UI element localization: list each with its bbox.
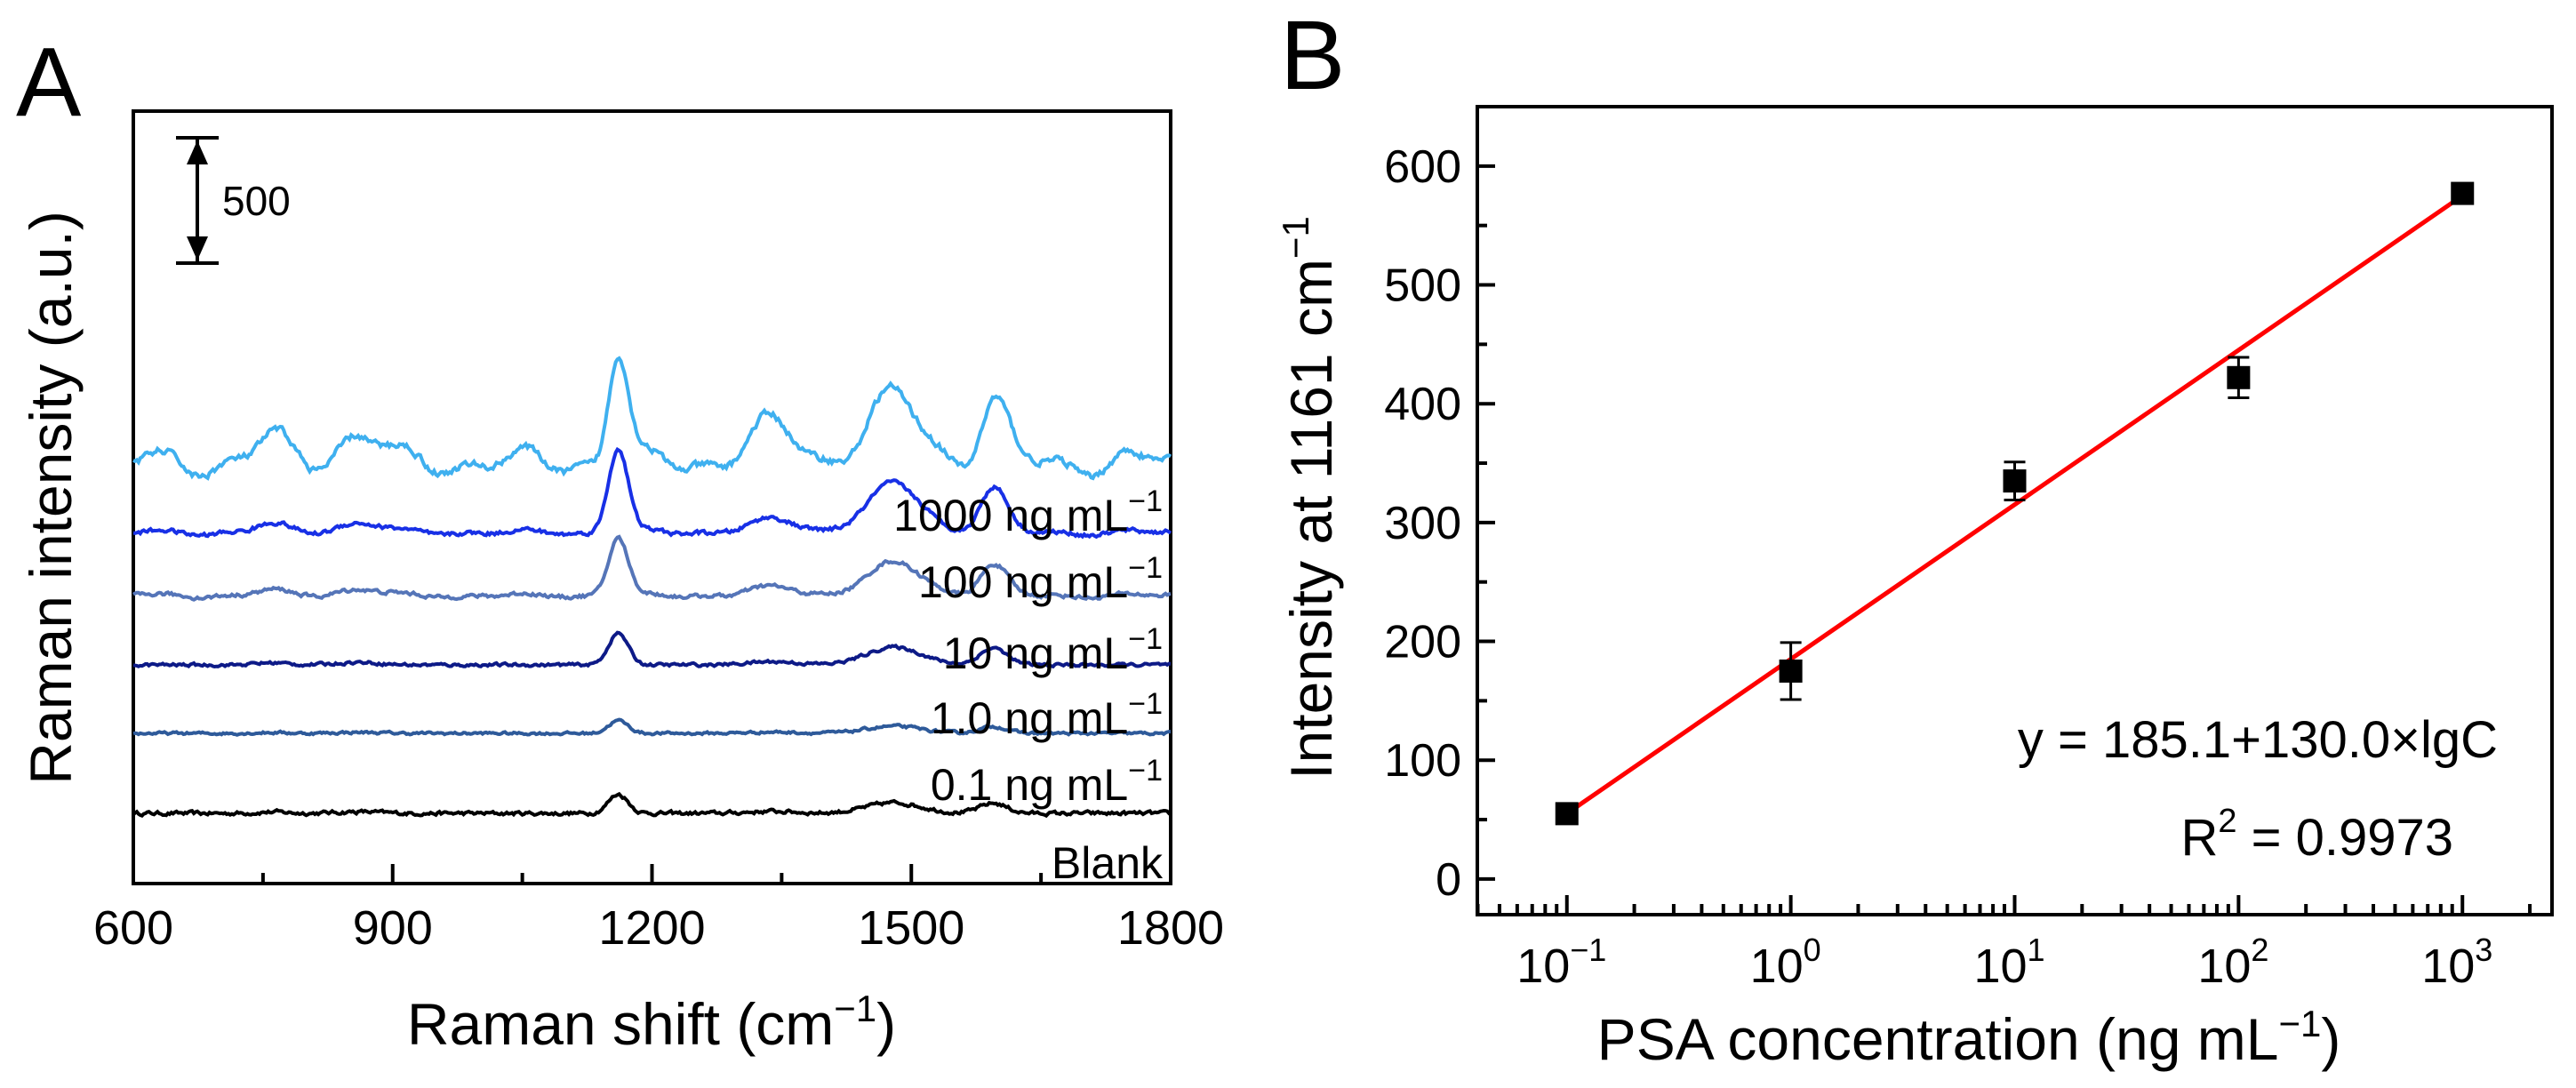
series-label-5: 1000 ng mL−1 xyxy=(893,484,1163,540)
panel-a-x-axis-label: Raman shift (cm−1) xyxy=(407,988,896,1057)
panel-a-x-ticks: 600 900 1200 1500 1800 xyxy=(93,864,1224,955)
b-xtick-label: 103 xyxy=(2421,932,2492,993)
b-ytick-label: 0 xyxy=(1436,854,1461,906)
data-point-1 xyxy=(1779,659,1803,683)
a-xtick-label: 1500 xyxy=(858,901,964,955)
b-ytick-label: 400 xyxy=(1384,379,1461,430)
b-ytick-label: 100 xyxy=(1384,735,1461,787)
series-label-2: 1.0 ng mL−1 xyxy=(931,687,1163,743)
panel-a-traces xyxy=(132,356,1172,819)
panel-label-a: A xyxy=(16,28,82,137)
panel-b-y-axis-label: Intensity at 1161 cm−1 xyxy=(1275,216,1344,780)
data-point-0 xyxy=(1555,802,1579,826)
series-label-1: 0.1 ng mL−1 xyxy=(931,754,1163,810)
b-xtick-label: 101 xyxy=(1973,932,2044,993)
spectrum-line-0 xyxy=(132,791,1172,819)
panel-b-x-axis-label: PSA concentration (ng mL−1) xyxy=(1597,1003,2341,1072)
a-xtick-label: 900 xyxy=(353,901,433,955)
a-xtick-label: 1200 xyxy=(598,901,705,955)
panel-label-b: B xyxy=(1280,1,1345,110)
spectrum-line-3 xyxy=(132,534,1172,602)
scale-bar-label: 500 xyxy=(222,178,291,224)
panel-b-fit xyxy=(1565,194,2464,816)
a-xtick-label: 600 xyxy=(93,901,173,955)
b-ytick-label: 300 xyxy=(1384,498,1461,549)
spectrum-line-2 xyxy=(132,630,1172,669)
fit-equation: y = 185.1+130.0×lgC xyxy=(2018,711,2498,769)
panel-b-frame xyxy=(1476,105,2554,916)
panel-a-y-axis-label: Raman intensity (a.u.) xyxy=(18,211,84,785)
panel-b-y-ticks: 0 100 200 300 400 500 600 xyxy=(1384,141,1495,906)
series-label-3: 10 ng mL−1 xyxy=(943,622,1163,678)
data-point-4 xyxy=(2451,181,2475,205)
series-label-0: Blank xyxy=(1052,838,1164,888)
panel-b-points xyxy=(1555,181,2475,826)
fit-line xyxy=(1565,194,2464,816)
data-point-3 xyxy=(2227,365,2251,389)
spectrum-line-1 xyxy=(132,717,1171,737)
fit-r-squared: R2 = 0.9973 xyxy=(2180,803,2453,867)
a-xtick-label: 1800 xyxy=(1117,901,1224,955)
series-label-4: 100 ng mL−1 xyxy=(918,551,1163,607)
b-xtick-label: 102 xyxy=(2197,932,2268,993)
panel-a-raman-spectra: Blank 0.1 ng mL−1 1.0 ng mL−1 10 ng mL−1 100… xyxy=(18,109,1224,1057)
panel-b-x-ticks: 10−1 100 101 102 103 xyxy=(1476,895,2532,993)
b-xtick-label: 100 xyxy=(1750,932,1821,993)
b-ytick-label: 200 xyxy=(1384,617,1461,668)
b-ytick-label: 500 xyxy=(1384,260,1461,312)
data-point-2 xyxy=(2003,469,2027,493)
panel-b-calibration: 0 100 200 300 400 500 600 10−1 100 101 102 103 y =… xyxy=(1275,105,2554,1072)
spectrum-line-5 xyxy=(132,356,1172,481)
spectrum-line-4 xyxy=(132,446,1172,540)
b-ytick-label: 600 xyxy=(1384,141,1461,193)
b-xtick-label: 10−1 xyxy=(1516,932,1606,993)
scale-bar: 500 xyxy=(176,136,291,265)
panel-a-series-labels: Blank 0.1 ng mL−1 1.0 ng mL−1 10 ng mL−1 100… xyxy=(893,484,1164,888)
